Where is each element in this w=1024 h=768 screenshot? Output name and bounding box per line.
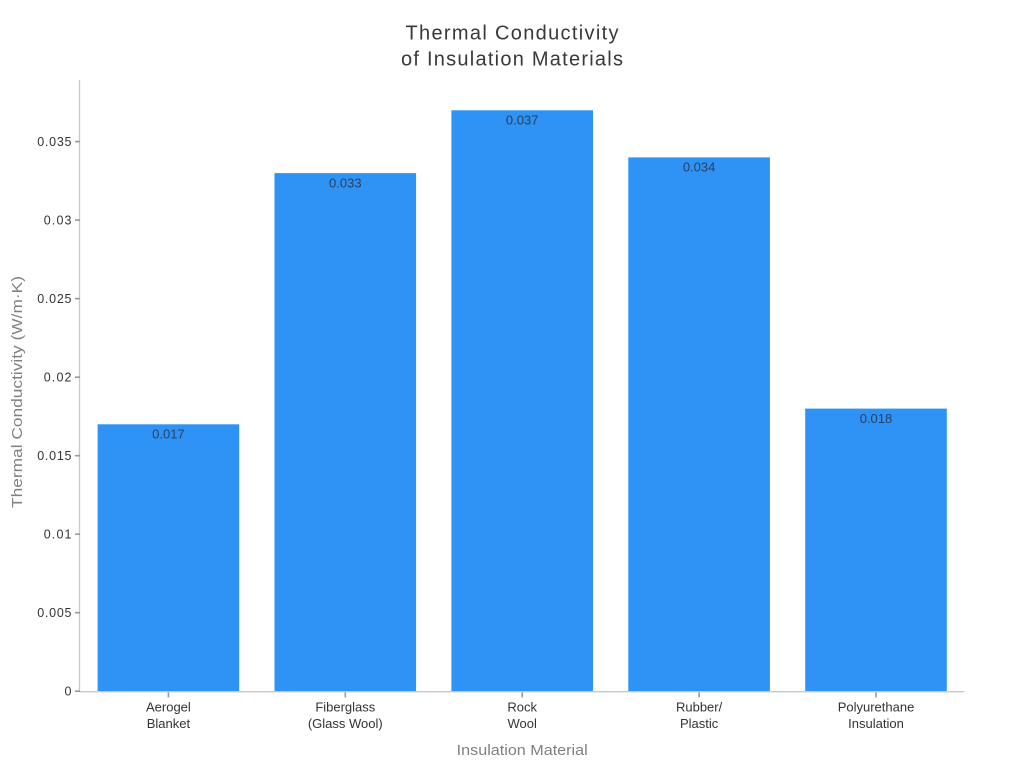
svg-text:0.035: 0.035 [37,135,71,149]
svg-text:Blanket: Blanket [147,716,191,731]
svg-text:Insulation Material: Insulation Material [457,742,588,759]
svg-text:0: 0 [65,685,72,699]
svg-text:0.018: 0.018 [860,411,893,426]
svg-text:0.02: 0.02 [44,371,72,385]
svg-text:0.037: 0.037 [506,113,539,128]
svg-text:Thermal Conductivity: Thermal Conductivity [406,22,619,44]
svg-text:Polyurethane: Polyurethane [838,700,915,715]
svg-text:0.025: 0.025 [37,292,71,306]
svg-text:0.033: 0.033 [329,175,362,190]
svg-text:Wool: Wool [508,716,537,731]
svg-text:Aerogel: Aerogel [146,700,191,715]
svg-text:Plastic: Plastic [680,716,719,731]
svg-text:0.03: 0.03 [44,214,72,228]
svg-text:0.034: 0.034 [683,160,716,175]
svg-text:Rubber/: Rubber/ [676,700,723,715]
svg-text:(Glass Wool): (Glass Wool) [308,716,383,731]
svg-text:0.017: 0.017 [152,427,185,442]
svg-text:Fiberglass: Fiberglass [315,700,375,715]
svg-text:of Insulation Materials: of Insulation Materials [401,48,623,70]
svg-text:Thermal Conductivity (W/m·K): Thermal Conductivity (W/m·K) [9,276,26,508]
svg-text:0.01: 0.01 [44,528,72,542]
svg-text:Insulation: Insulation [848,716,904,731]
svg-text:0.005: 0.005 [37,606,71,620]
svg-text:Rock: Rock [507,700,537,715]
svg-text:0.015: 0.015 [37,449,71,463]
